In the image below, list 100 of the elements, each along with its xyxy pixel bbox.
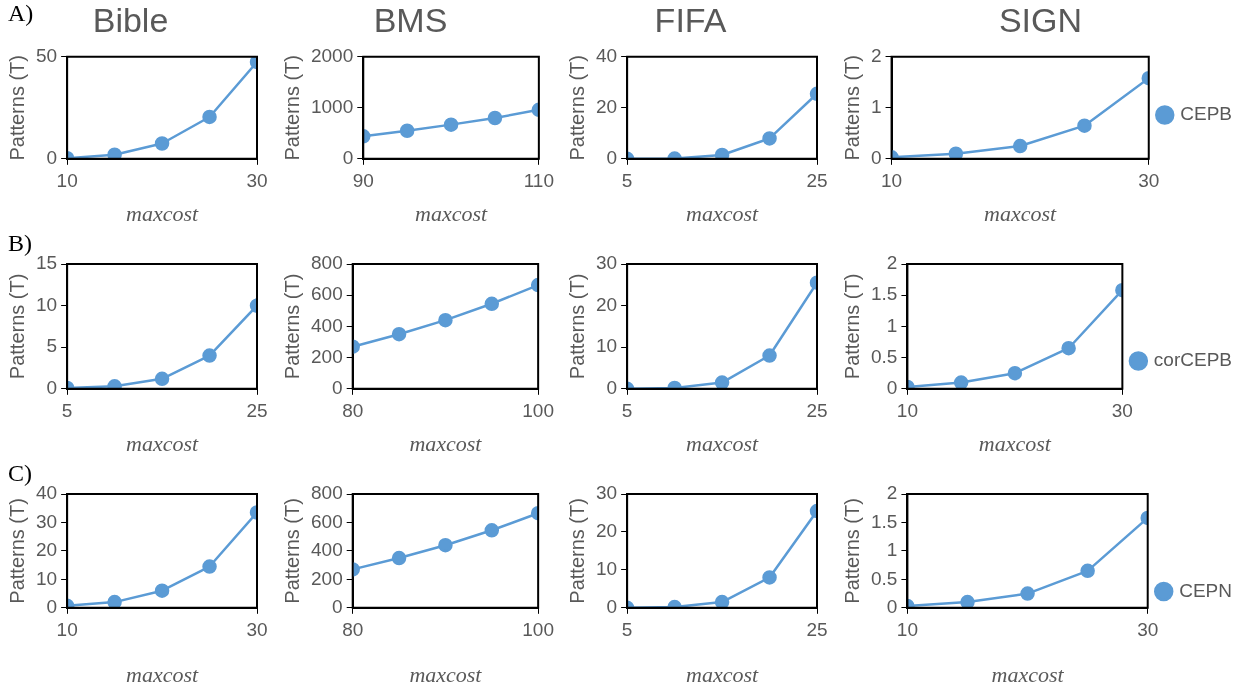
- x-tick-label: 90: [352, 170, 374, 192]
- x-tick-label: 30: [1138, 170, 1160, 192]
- y-tick-label: 400: [311, 314, 343, 336]
- x-axis-title: maxcost: [686, 430, 759, 456]
- point: [1061, 340, 1076, 356]
- y-tick-label: 5: [46, 335, 58, 357]
- y-tick-label: 40: [35, 482, 58, 504]
- x-tick-label: 110: [523, 170, 554, 192]
- y-tick-label: 1.5: [870, 283, 898, 305]
- y-axis-title: Patterns (T): [565, 273, 588, 380]
- y-axis-title: Patterns (T): [5, 498, 28, 604]
- point: [107, 147, 122, 159]
- y-tick-label: 0: [46, 596, 58, 618]
- y-tick-label: 600: [311, 283, 343, 305]
- legend-label: CEPB: [1180, 103, 1233, 125]
- y-tick-label: 0: [606, 596, 618, 618]
- y-axis-title: Patterns (T): [5, 273, 28, 380]
- y-tick-label: 0: [46, 147, 58, 169]
- y-axis-title: Patterns (T): [565, 55, 588, 161]
- point: [438, 537, 453, 553]
- y-tick-label: 0: [342, 147, 354, 169]
- x-tick-label: 30: [1111, 400, 1133, 422]
- y-tick-label: 2: [886, 252, 898, 274]
- x-axis-title: maxcost: [686, 200, 759, 226]
- x-tick-label: 100: [522, 619, 554, 641]
- x-tick-label: 25: [806, 170, 828, 192]
- chart-title: SIGN: [998, 0, 1083, 39]
- y-axis-title: Patterns (T): [280, 498, 303, 604]
- text: C): [8, 460, 32, 487]
- y-tick-label: 2: [886, 482, 898, 504]
- point: [391, 326, 407, 342]
- y-tick-label: 0.5: [870, 567, 898, 589]
- y-tick-label: 200: [311, 567, 343, 589]
- x-axis-title: maxcost: [126, 661, 199, 687]
- x-tick-label: 25: [806, 619, 828, 641]
- y-tick-label: 20: [35, 539, 58, 561]
- point: [484, 296, 500, 312]
- legend-label: CEPN: [1179, 579, 1233, 601]
- x-tick-label: 25: [246, 400, 268, 422]
- point: [960, 594, 975, 608]
- y-tick-label: 1: [886, 314, 898, 336]
- x-tick-label: 100: [522, 400, 554, 422]
- y-tick-label: 50: [35, 45, 58, 67]
- chart-title: FIFA: [654, 0, 727, 39]
- y-axis-title: Patterns (T): [5, 55, 28, 161]
- y-axis-title: Patterns (T): [280, 55, 303, 161]
- x-tick-label: 30: [246, 170, 268, 192]
- y-tick-label: 2000: [310, 45, 354, 67]
- x-axis-title: maxcost: [126, 430, 199, 456]
- y-axis-title: Patterns (T): [840, 498, 863, 604]
- y-tick-label: 10: [595, 558, 618, 580]
- y-tick-label: 0: [606, 377, 618, 399]
- point: [948, 146, 964, 159]
- x-axis-title: maxcost: [409, 661, 483, 687]
- y-tick-label: 400: [311, 539, 343, 561]
- x-tick-label: 30: [246, 619, 268, 641]
- point: [953, 375, 969, 389]
- y-axis-title: Patterns (T): [840, 273, 863, 380]
- point: [202, 559, 217, 574]
- y-tick-label: 1: [870, 96, 882, 118]
- x-tick-label: 5: [621, 170, 633, 192]
- y-tick-label: 0: [332, 377, 343, 399]
- point: [1077, 118, 1092, 133]
- x-tick-label: 5: [621, 619, 633, 641]
- y-tick-label: 0: [332, 596, 343, 618]
- y-tick-label: 0: [606, 147, 618, 169]
- x-tick-label: 5: [61, 400, 73, 422]
- point: [484, 523, 500, 538]
- point: [107, 594, 122, 608]
- y-tick-label: 0.5: [870, 345, 898, 367]
- point: [1012, 138, 1028, 154]
- point: [1080, 563, 1095, 579]
- y-tick-label: 0: [46, 377, 58, 399]
- chart-title: BMS: [373, 0, 448, 39]
- x-axis-title: maxcost: [978, 430, 1052, 456]
- y-tick-label: 1: [886, 539, 898, 561]
- x-tick-label: 80: [342, 619, 364, 641]
- x-axis-title: maxcost: [126, 200, 199, 226]
- point: [443, 117, 459, 132]
- y-tick-label: 20: [595, 520, 618, 542]
- y-tick-label: 30: [595, 252, 618, 274]
- x-axis-title: maxcost: [984, 200, 1058, 226]
- point: [487, 110, 503, 126]
- point: [154, 136, 170, 151]
- y-tick-label: 1.5: [870, 510, 898, 532]
- x-axis-title: maxcost: [409, 430, 483, 456]
- y-tick-label: 20: [595, 293, 618, 315]
- y-axis-title: Patterns (T): [280, 273, 303, 380]
- chart-title: Bible: [92, 0, 169, 39]
- y-tick-label: 800: [311, 252, 343, 274]
- x-axis-title: maxcost: [686, 661, 759, 687]
- point: [1020, 586, 1035, 601]
- y-tick-label: 10: [35, 567, 58, 589]
- y-tick-label: 0: [870, 147, 882, 169]
- y-tick-label: 0: [886, 596, 898, 618]
- y-tick-label: 15: [35, 252, 58, 274]
- point: [399, 123, 415, 138]
- legend-label: corCEPB: [1153, 349, 1233, 371]
- y-tick-label: 30: [595, 482, 618, 504]
- y-tick-label: 30: [35, 510, 58, 532]
